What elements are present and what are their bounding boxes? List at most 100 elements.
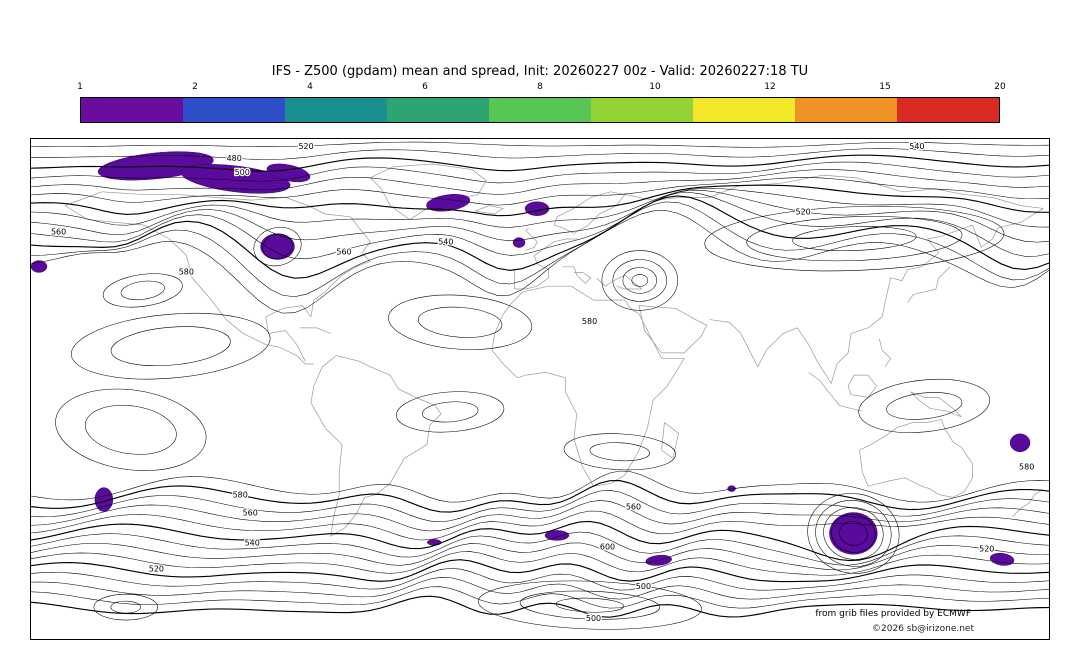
contour-label: 520 <box>979 544 994 553</box>
colorbar-tick: 20 <box>994 82 1006 92</box>
contour-line <box>31 141 1049 148</box>
spread-blob <box>31 260 48 273</box>
contour-loop <box>93 593 159 621</box>
contour-label: 580 <box>582 317 597 326</box>
map-frame: 520 480 500 540 520 560 540 560 580 580 580 580 560 5… <box>30 138 1050 640</box>
contour-loop <box>55 388 207 471</box>
coastline <box>596 274 643 290</box>
contour-line <box>31 531 1049 566</box>
contour-loop <box>612 259 668 302</box>
contour-loop <box>70 312 271 380</box>
contour-label: 600 <box>600 542 615 551</box>
colorbar-tick: 1 <box>77 82 83 92</box>
contour-loop <box>831 514 876 553</box>
coastline <box>638 305 708 354</box>
coastline <box>64 191 351 218</box>
contour-label: 520 <box>149 564 164 573</box>
contour-line <box>31 559 1049 583</box>
contour-line <box>31 480 1049 513</box>
spread-blob <box>1009 433 1031 452</box>
contour-line <box>31 490 1049 523</box>
coastline <box>64 205 314 365</box>
coastline <box>562 266 592 284</box>
coastline <box>474 205 504 215</box>
colorbar-segment <box>81 98 183 122</box>
spread-blob <box>512 237 526 248</box>
contour-label: 500 <box>586 614 601 623</box>
contour-loop <box>622 267 658 294</box>
attribution-ecmwf: from grib files provided by ECMWF <box>815 609 971 619</box>
map-canvas: 520 480 500 540 520 560 540 560 580 580 580 580 560 5… <box>31 141 1049 630</box>
spread-blob <box>544 530 570 541</box>
contour-label: 560 <box>51 228 66 237</box>
contour-loop <box>601 250 679 311</box>
colorbar-tick: 6 <box>422 82 428 92</box>
contour-loop <box>886 392 963 420</box>
contour-line <box>31 169 1049 195</box>
contour-loop <box>388 294 533 350</box>
contour-label: 560 <box>336 248 351 257</box>
coastline <box>299 327 331 334</box>
coastline <box>514 238 577 290</box>
coastline <box>1012 488 1044 518</box>
coastline <box>709 277 891 384</box>
contour-loop <box>120 280 165 301</box>
coastline <box>878 338 891 367</box>
contour-loop <box>792 226 917 252</box>
contour-label: 520 <box>795 208 810 217</box>
contour-label: 500 <box>235 168 250 177</box>
contour-loop <box>839 521 868 546</box>
colorbar-segment <box>489 98 591 122</box>
contour-loop <box>110 600 142 614</box>
colorbar-segment <box>387 98 489 122</box>
contour-label: 560 <box>243 509 258 518</box>
contour-loop <box>823 507 884 560</box>
contour-loop <box>555 597 625 613</box>
colorbar-segment <box>183 98 285 122</box>
contour-loop <box>262 234 293 260</box>
colorbar-segment <box>795 98 897 122</box>
contour-loop <box>422 401 479 423</box>
contour-line <box>31 177 1049 206</box>
contour-line <box>31 192 1049 260</box>
contour-label: 540 <box>909 142 924 151</box>
coastline <box>907 266 951 304</box>
contour-label: 580 <box>179 267 194 276</box>
coastline <box>265 316 306 362</box>
colorbar-segment <box>591 98 693 122</box>
contour-line <box>31 595 1049 618</box>
contour-label: 580 <box>1019 463 1034 472</box>
colorbar-segment <box>285 98 387 122</box>
colorbar: 1 2 4 6 8 10 12 15 20 <box>77 82 1006 128</box>
contour-loop <box>418 306 503 338</box>
colorbar-segment <box>897 98 999 122</box>
coastline <box>808 372 863 412</box>
colorbar-ticks: 1 2 4 6 8 10 12 15 20 <box>77 82 1006 95</box>
contour-line <box>31 586 1049 609</box>
colorbar-tick: 15 <box>879 82 891 92</box>
spread-blob <box>94 487 114 512</box>
coastline <box>661 422 679 459</box>
contour-line <box>31 510 1049 541</box>
contour-line <box>31 500 1049 532</box>
coastline <box>859 419 973 498</box>
contour-line <box>31 188 1049 228</box>
contour-loop <box>858 379 991 433</box>
contour-line <box>31 201 1049 298</box>
contour-loop <box>477 580 702 630</box>
contour-loop <box>110 326 231 367</box>
contour-line <box>31 148 1049 160</box>
spread-blob <box>260 233 295 260</box>
coastline <box>265 216 371 318</box>
contour-loop <box>84 405 177 455</box>
colorbar-tick: 4 <box>307 82 313 92</box>
colorbar-tick: 12 <box>764 82 776 92</box>
contour-line <box>31 184 1049 217</box>
contour-loop <box>746 216 963 262</box>
colorbar-segment <box>693 98 795 122</box>
contour-label: 580 <box>233 491 248 500</box>
contour-label: 540 <box>438 238 453 247</box>
contour-loop <box>589 442 651 462</box>
coastline <box>491 285 685 487</box>
